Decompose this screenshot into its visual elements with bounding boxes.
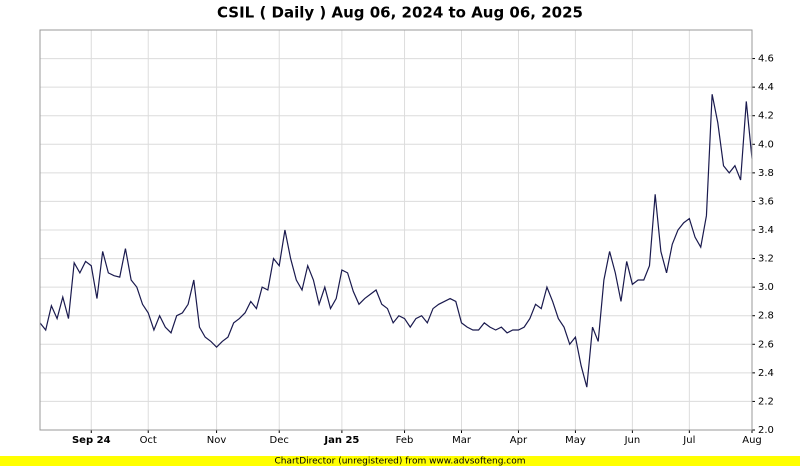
y-tick-label: 3.8 bbox=[758, 168, 774, 179]
footer-bar bbox=[0, 456, 800, 466]
x-tick-label: Apr bbox=[510, 435, 528, 446]
chart-title: CSIL ( Daily ) Aug 06, 2024 to Aug 06, 2… bbox=[217, 4, 583, 22]
y-tick-label: 3.6 bbox=[758, 196, 774, 207]
y-tick-label: 2.6 bbox=[758, 339, 774, 350]
x-tick-label: Feb bbox=[396, 435, 414, 446]
y-tick-label: 3.4 bbox=[758, 225, 774, 236]
x-tick-label: Jan 25 bbox=[323, 435, 359, 446]
x-tick-label: Dec bbox=[270, 435, 289, 446]
plot-border bbox=[39, 29, 753, 431]
y-tick-label: 2.4 bbox=[758, 368, 774, 379]
x-tick-label: May bbox=[565, 435, 586, 446]
footer: ChartDirector (unregistered) from www.ad… bbox=[274, 457, 525, 466]
y-tick-label: 3.2 bbox=[758, 254, 774, 265]
y-tick-label: 3.0 bbox=[758, 282, 774, 293]
y-tick-label: 4.6 bbox=[758, 54, 774, 65]
x-tick-label: Jun bbox=[624, 435, 641, 446]
y-tick-label: 4.2 bbox=[758, 111, 774, 122]
y-tick-label: 2.0 bbox=[758, 425, 774, 436]
y-tick-label: 4.4 bbox=[758, 82, 774, 93]
price-line bbox=[39, 94, 753, 388]
x-tick-label: Oct bbox=[140, 435, 157, 446]
x-tick-label: Mar bbox=[452, 435, 472, 446]
y-tick-label: 2.2 bbox=[758, 396, 774, 407]
y-tick-label: 2.8 bbox=[758, 311, 774, 322]
y-tick-label: 4.0 bbox=[758, 139, 774, 150]
x-tick-label: Aug bbox=[742, 435, 762, 446]
x-tick-label: Jul bbox=[682, 435, 695, 446]
x-tick-label: Nov bbox=[207, 435, 227, 446]
x-tick-label: Sep 24 bbox=[72, 435, 111, 446]
